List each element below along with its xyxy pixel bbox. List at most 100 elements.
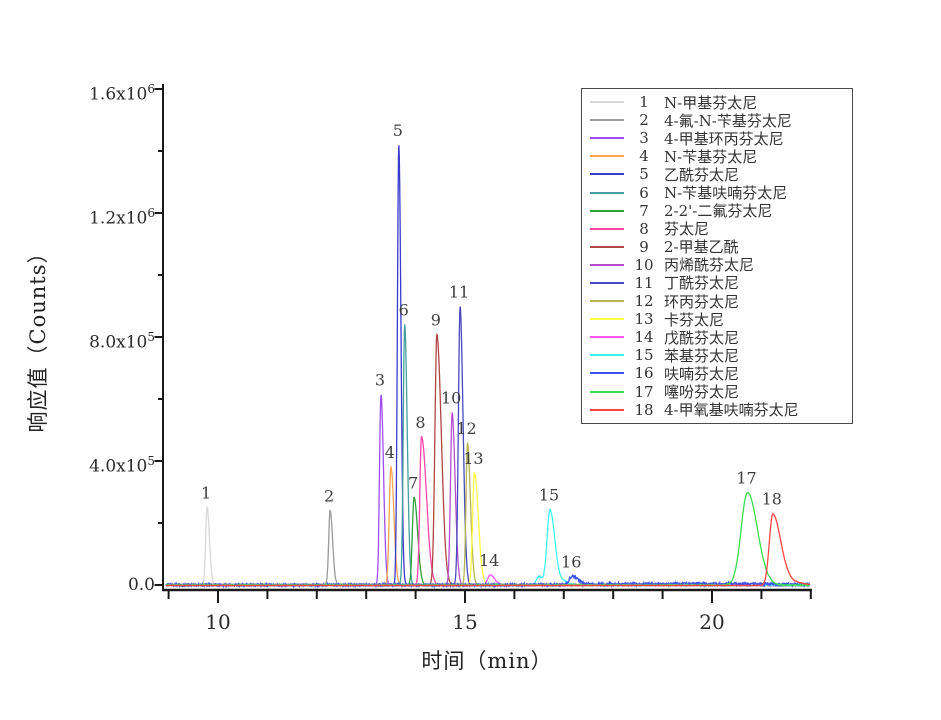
legend-item-name: 4-氟-N-苄基芬太尼 — [664, 111, 792, 130]
legend-item-name: 呋喃芬太尼 — [664, 364, 740, 383]
legend-item-number: 14 — [634, 328, 654, 347]
legend-item-15: 15 苯基芬太尼 — [590, 346, 852, 365]
legend-item-name: N-苄基芬太尼 — [664, 147, 758, 166]
x-axis-title: 时间（min） — [421, 649, 553, 673]
x-tick-label: 20 — [699, 610, 725, 634]
peak-label-2: 2 — [324, 487, 334, 506]
legend-line-swatch — [590, 227, 624, 230]
legend-item-name: 4-甲基环丙芬太尼 — [664, 129, 784, 148]
legend-item-1: 1 N-甲基芬太尼 — [590, 93, 852, 112]
legend-item-name: N-甲基芬太尼 — [664, 93, 758, 112]
legend-item-number: 16 — [634, 364, 654, 383]
legend-line-swatch — [590, 300, 624, 303]
legend-line-swatch — [590, 101, 624, 104]
peak-label-7: 7 — [408, 473, 418, 492]
legend: 1 N-甲基芬太尼 2 4-氟-N-苄基芬太尼 3 4-甲基环丙芬太尼 4 N-苄基芬太尼 5 乙… — [581, 88, 853, 424]
legend-line-swatch — [590, 137, 624, 140]
legend-line-swatch — [590, 245, 624, 248]
trace-18 — [165, 512, 810, 587]
legend-item-name: 苯基芬太尼 — [664, 346, 740, 365]
legend-item-number: 6 — [639, 183, 649, 202]
peak-label-10: 10 — [441, 389, 461, 408]
legend-item-name: 芬太尼 — [664, 220, 710, 239]
trace-2 — [165, 509, 811, 589]
legend-line-swatch — [590, 318, 624, 321]
legend-item-name: N-苄基呋喃芬太尼 — [664, 184, 788, 203]
legend-line-swatch — [590, 281, 624, 284]
legend-item-6: 6 N-苄基呋喃芬太尼 — [590, 183, 852, 203]
legend-item-14: 14 戊酰芬太尼 — [590, 328, 852, 347]
legend-item-number: 3 — [639, 129, 649, 148]
trace-15 — [165, 508, 810, 588]
y-tick-label: 4.0x105 — [89, 454, 155, 477]
legend-item-13: 13 卡芬太尼 — [590, 310, 852, 329]
legend-line-swatch — [590, 191, 624, 194]
legend-item-name: 2-2'-二氟芬太尼 — [664, 202, 773, 221]
legend-line-swatch — [590, 390, 624, 393]
peak-label-9: 9 — [431, 311, 441, 330]
legend-item-11: 11 丁酰芬太尼 — [590, 274, 852, 292]
y-tick-label: 0.0 — [127, 575, 155, 595]
legend-line-swatch — [590, 263, 624, 266]
legend-item-name: 乙酰芬太尼 — [664, 165, 740, 184]
legend-item-number: 17 — [634, 382, 654, 401]
peak-label-11: 11 — [449, 283, 469, 302]
axes — [154, 84, 812, 603]
legend-item-number: 2 — [639, 111, 649, 130]
trace-1 — [165, 505, 810, 588]
legend-line-swatch — [590, 372, 624, 375]
legend-item-number: 9 — [639, 237, 649, 256]
legend-item-4: 4 N-苄基芬太尼 — [590, 147, 852, 166]
trace-17 — [165, 491, 810, 587]
legend-item-3: 3 4-甲基环丙芬太尼 — [590, 129, 852, 148]
y-tick-label: 1.6x106 — [89, 82, 155, 105]
legend-item-number: 5 — [639, 165, 649, 184]
y-tick-label: 1.2x106 — [89, 206, 155, 229]
legend-item-name: 丙烯酰芬太尼 — [664, 256, 755, 275]
legend-item-number: 15 — [634, 346, 654, 365]
peak-label-15: 15 — [539, 486, 559, 505]
legend-item-18: 18 4-甲氧基呋喃芬太尼 — [590, 401, 852, 419]
legend-item-name: 卡芬太尼 — [664, 310, 725, 329]
y-tick-label: 8.0x105 — [89, 330, 155, 353]
legend-item-8: 8 芬太尼 — [590, 220, 852, 238]
legend-item-name: 环丙芬太尼 — [664, 292, 740, 311]
legend-item-10: 10 丙烯酰芬太尼 — [590, 256, 852, 274]
legend-item-number: 8 — [639, 219, 649, 238]
trace-7 — [165, 496, 810, 588]
legend-item-12: 12 环丙芬太尼 — [590, 292, 852, 311]
legend-item-number: 13 — [634, 310, 654, 329]
legend-item-name: 2-甲基乙酰 — [664, 238, 739, 257]
legend-item-9: 9 2-甲基乙酰 — [590, 238, 852, 256]
peak-label-13: 13 — [463, 449, 483, 468]
legend-item-number: 12 — [634, 292, 654, 311]
peak-label-18: 18 — [762, 490, 782, 509]
legend-line-swatch — [590, 336, 624, 339]
peak-label-17: 17 — [736, 469, 756, 488]
legend-item-7: 7 2-2'-二氟芬太尼 — [590, 202, 852, 220]
peak-label-8: 8 — [415, 413, 425, 432]
peak-label-12: 12 — [456, 419, 476, 438]
legend-item-5: 5 乙酰芬太尼 — [590, 165, 852, 184]
legend-item-number: 10 — [634, 255, 654, 274]
peak-label-14: 14 — [479, 551, 499, 570]
legend-line-swatch — [590, 155, 624, 158]
x-tick-label: 10 — [205, 610, 231, 634]
legend-item-name: 丁酰芬太尼 — [664, 274, 740, 293]
peak-label-1: 1 — [201, 484, 211, 503]
legend-item-16: 16 呋喃芬太尼 — [590, 364, 852, 383]
legend-item-name: 噻吩芬太尼 — [664, 383, 740, 402]
peak-label-3: 3 — [375, 370, 385, 389]
legend-item-number: 7 — [639, 201, 649, 220]
x-tick-label: 15 — [452, 610, 478, 634]
legend-item-number: 4 — [639, 147, 649, 166]
legend-line-swatch — [590, 173, 624, 176]
legend-item-number: 1 — [639, 93, 649, 112]
peak-label-16: 16 — [561, 553, 581, 572]
legend-line-swatch — [590, 209, 624, 212]
legend-line-swatch — [590, 119, 624, 122]
peak-label-5: 5 — [393, 121, 403, 140]
peak-label-4: 4 — [385, 443, 395, 462]
legend-item-name: 4-甲氧基呋喃芬太尼 — [664, 401, 799, 420]
